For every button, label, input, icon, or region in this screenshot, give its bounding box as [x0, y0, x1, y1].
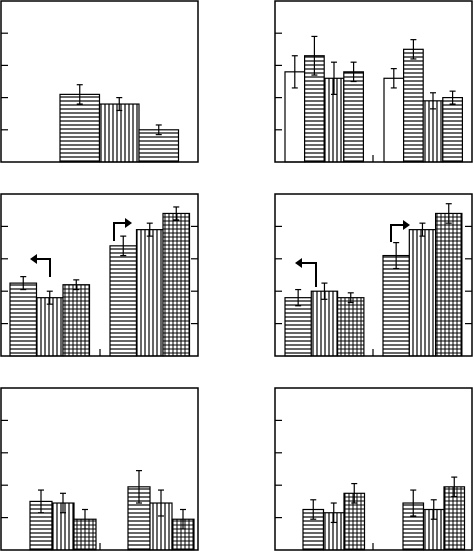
bar [9, 282, 38, 357]
bar [442, 96, 463, 163]
bar [337, 297, 365, 357]
error-bar [390, 68, 397, 89]
bar [435, 212, 463, 357]
arrowhead [295, 258, 302, 268]
error-bar [310, 499, 317, 520]
error-bar [350, 61, 357, 83]
error-bar [321, 282, 328, 300]
error-bar [180, 508, 186, 530]
error-bar [419, 222, 426, 237]
error-bar [82, 508, 88, 530]
arrow [301, 262, 317, 287]
error-bar [311, 35, 318, 76]
arrows [30, 218, 410, 287]
error-bar [351, 482, 358, 504]
panel-frame [0, 193, 199, 357]
error-bar [146, 222, 153, 237]
error-bar [445, 203, 452, 224]
error-bar [20, 276, 27, 291]
error-bar [330, 502, 337, 524]
error-bar [410, 489, 417, 517]
error-bar [410, 39, 417, 60]
panel-frame [274, 0, 473, 163]
error-bar [73, 279, 80, 291]
arrow [36, 258, 51, 277]
error-bar [60, 492, 66, 514]
error-bar [120, 235, 127, 257]
bar [382, 254, 410, 357]
error-bar [136, 470, 142, 504]
bar [310, 290, 339, 357]
bar [62, 284, 91, 357]
bar [403, 48, 424, 163]
arrow [113, 222, 126, 241]
arrowhead [30, 254, 37, 264]
bar [109, 245, 138, 357]
error-bar [38, 489, 44, 514]
error-bar [449, 90, 456, 105]
error-bar [158, 489, 164, 517]
bar [98, 103, 140, 163]
error-bar [393, 242, 400, 270]
panel-frame [274, 193, 473, 357]
panel-frame [274, 387, 473, 551]
error-bar [46, 290, 53, 305]
bar [343, 71, 364, 163]
bar [383, 77, 405, 163]
error-bar [291, 55, 298, 89]
error-bar [155, 124, 162, 136]
error-bar [76, 84, 83, 105]
error-bar [451, 476, 458, 498]
bar [135, 229, 164, 357]
panel-frame [0, 387, 199, 551]
bar [408, 229, 437, 357]
bar [162, 212, 191, 357]
error-bar [173, 206, 180, 221]
error-bar [347, 292, 354, 304]
bar [284, 297, 312, 357]
arrowhead [125, 218, 132, 228]
error-bar [116, 96, 123, 112]
arrowhead [403, 220, 410, 230]
error-bar [430, 499, 437, 520]
bar [35, 297, 64, 357]
bar [59, 93, 101, 163]
error-bar [331, 61, 337, 95]
bar [422, 100, 444, 163]
arrow [390, 224, 404, 242]
error-bar [295, 288, 302, 307]
error-bar [430, 92, 436, 110]
panel-frame [0, 0, 199, 163]
